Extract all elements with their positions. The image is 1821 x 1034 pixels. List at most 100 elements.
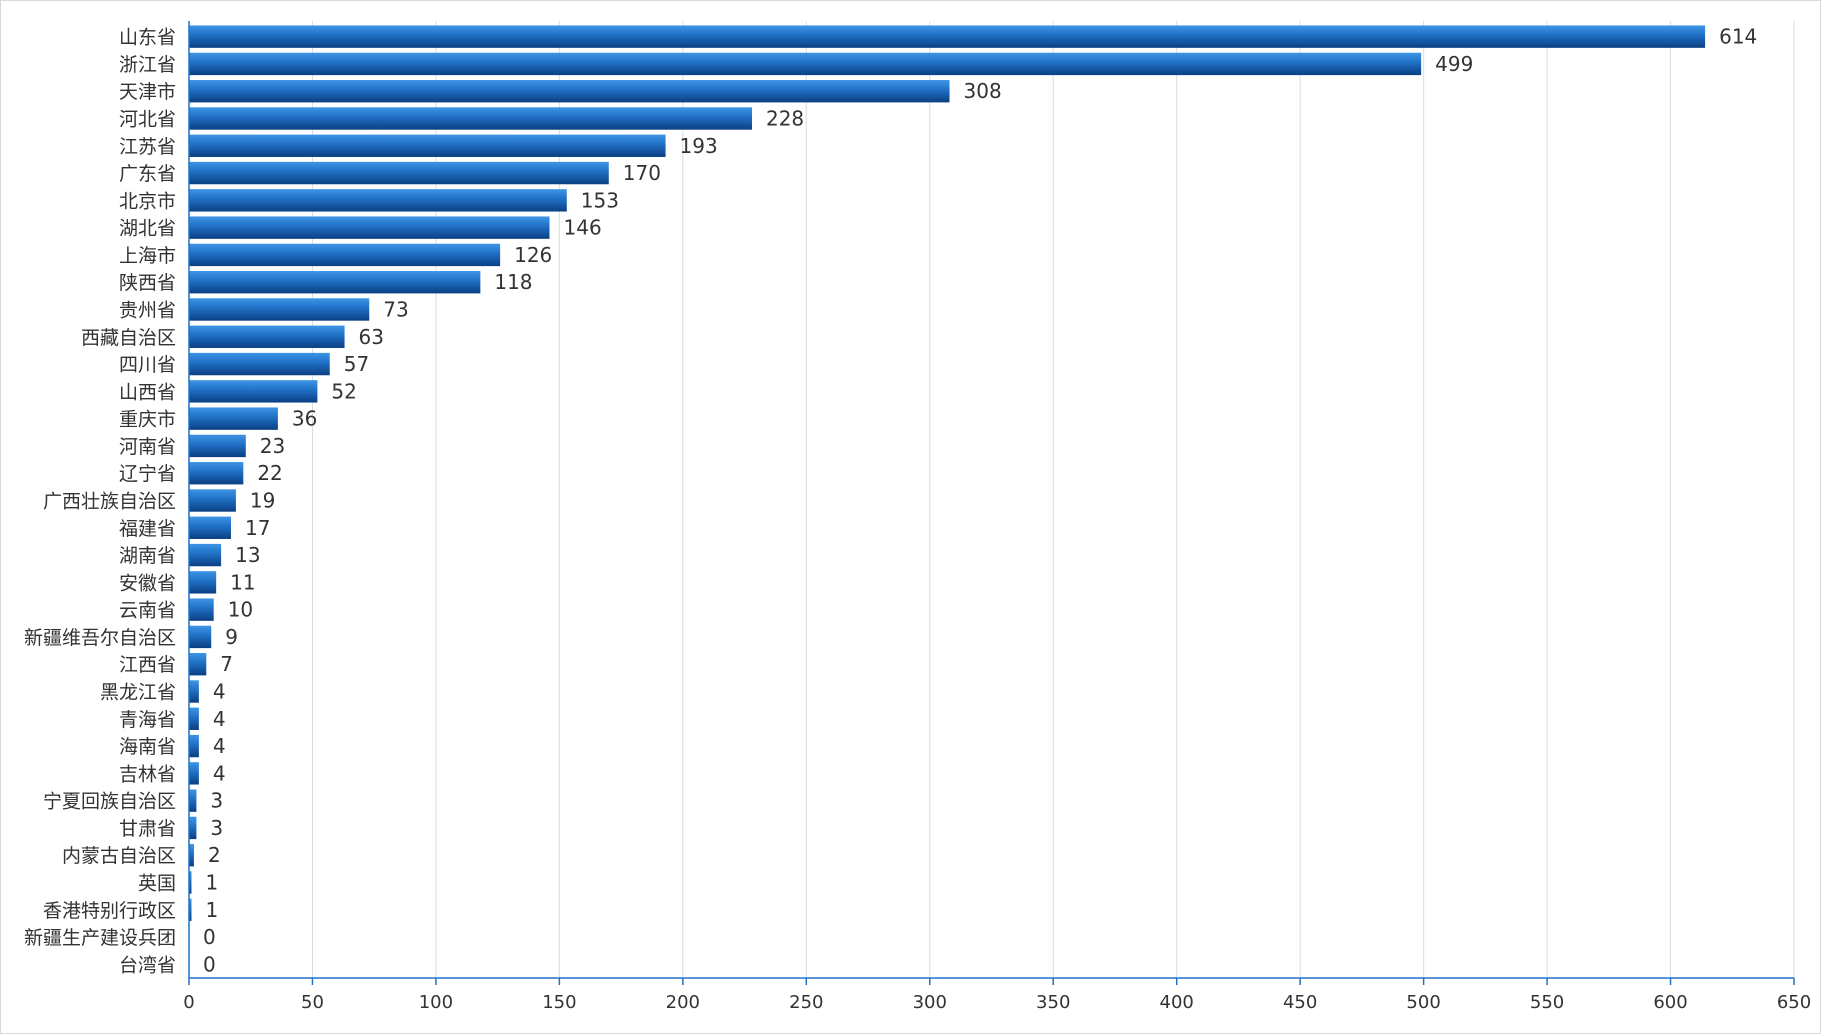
value-label: 2 bbox=[208, 843, 221, 867]
bar bbox=[189, 462, 244, 485]
x-tick-label: 350 bbox=[1036, 992, 1070, 1013]
category-label: 福建省 bbox=[119, 518, 176, 540]
category-label: 台湾省 bbox=[119, 954, 176, 976]
bar bbox=[189, 271, 481, 294]
category-label: 河南省 bbox=[119, 436, 176, 458]
bar bbox=[189, 625, 212, 649]
bar bbox=[189, 189, 567, 212]
value-label: 193 bbox=[680, 134, 718, 158]
bar bbox=[189, 898, 192, 921]
category-label: 宁夏回族自治区 bbox=[43, 791, 176, 813]
value-label: 4 bbox=[213, 761, 226, 785]
value-label: 10 bbox=[228, 598, 253, 622]
value-label: 126 bbox=[514, 243, 552, 267]
category-label: 香港特别行政区 bbox=[43, 900, 176, 922]
bar bbox=[189, 734, 199, 758]
category-label: 黑龙江省 bbox=[100, 682, 176, 704]
category-label: 海南省 bbox=[119, 736, 176, 758]
value-label: 22 bbox=[257, 461, 282, 485]
value-label: 146 bbox=[564, 216, 602, 240]
bar bbox=[189, 107, 752, 130]
bar bbox=[189, 844, 194, 867]
bar bbox=[189, 816, 197, 840]
category-label: 安徽省 bbox=[119, 572, 176, 594]
bar bbox=[189, 598, 214, 621]
category-label: 山西省 bbox=[119, 381, 176, 403]
bar bbox=[189, 762, 199, 785]
category-label: 山东省 bbox=[119, 27, 176, 49]
bar bbox=[189, 680, 199, 703]
value-label: 170 bbox=[623, 161, 661, 185]
category-label: 陕西省 bbox=[119, 272, 176, 294]
bar bbox=[189, 325, 345, 348]
bars bbox=[189, 25, 1706, 921]
category-label: 辽宁省 bbox=[119, 463, 176, 485]
value-label: 118 bbox=[494, 270, 532, 294]
value-label: 3 bbox=[210, 789, 223, 813]
category-label: 河北省 bbox=[119, 109, 176, 131]
bar bbox=[189, 243, 501, 267]
x-tick-label: 0 bbox=[183, 992, 194, 1013]
value-label: 4 bbox=[213, 680, 226, 704]
x-axis: 0 50 100 150 200 250 300 350 400 450 500 550 600 650 bbox=[183, 21, 1811, 1013]
x-tick-label: 200 bbox=[666, 992, 700, 1013]
category-label: 内蒙古自治区 bbox=[62, 845, 176, 867]
bar bbox=[189, 134, 666, 157]
value-label: 63 bbox=[359, 325, 384, 349]
value-label: 228 bbox=[766, 107, 804, 131]
bar bbox=[189, 216, 550, 239]
x-tick-label: 250 bbox=[789, 992, 823, 1013]
bar bbox=[189, 298, 370, 321]
value-label: 23 bbox=[260, 434, 285, 458]
category-label: 江西省 bbox=[119, 654, 176, 676]
value-label: 11 bbox=[230, 570, 255, 594]
x-tick-label: 100 bbox=[419, 992, 453, 1013]
value-label: 7 bbox=[220, 652, 233, 676]
value-label: 1 bbox=[205, 898, 218, 922]
category-label: 英国 bbox=[138, 873, 176, 895]
category-label: 四川省 bbox=[119, 354, 176, 376]
category-label: 天津市 bbox=[119, 81, 176, 103]
bar bbox=[189, 407, 278, 430]
value-label: 52 bbox=[331, 379, 356, 403]
value-label: 4 bbox=[213, 707, 226, 731]
value-label: 614 bbox=[1719, 25, 1757, 49]
category-label: 北京市 bbox=[119, 190, 176, 212]
x-tick-label: 650 bbox=[1777, 992, 1811, 1013]
category-label: 甘肃省 bbox=[119, 818, 176, 840]
x-tick-label: 550 bbox=[1530, 992, 1564, 1013]
bar bbox=[189, 352, 330, 376]
category-label: 新疆生产建设兵团 bbox=[24, 927, 176, 949]
x-tick-label: 150 bbox=[542, 992, 576, 1013]
category-label: 江苏省 bbox=[119, 136, 176, 158]
category-label: 广西壮族自治区 bbox=[43, 491, 176, 513]
category-label: 上海市 bbox=[119, 245, 176, 267]
category-label: 西藏自治区 bbox=[81, 327, 176, 349]
value-label: 17 bbox=[245, 516, 270, 540]
value-label: 4 bbox=[213, 734, 226, 758]
x-tick-label: 450 bbox=[1283, 992, 1317, 1013]
bar bbox=[189, 707, 199, 730]
category-label: 青海省 bbox=[119, 709, 176, 731]
bar bbox=[189, 25, 1706, 48]
value-label: 308 bbox=[964, 79, 1002, 103]
value-label: 0 bbox=[203, 925, 216, 949]
category-label: 新疆维吾尔自治区 bbox=[24, 627, 176, 649]
category-label: 广东省 bbox=[119, 163, 176, 185]
bar bbox=[189, 871, 192, 894]
value-label: 9 bbox=[225, 625, 238, 649]
value-label: 0 bbox=[203, 952, 216, 976]
value-label: 3 bbox=[210, 816, 223, 840]
category-label: 湖北省 bbox=[119, 218, 176, 240]
value-label: 73 bbox=[383, 298, 408, 322]
bar bbox=[189, 161, 609, 185]
bar bbox=[189, 571, 217, 594]
x-tick-label: 600 bbox=[1653, 992, 1687, 1013]
category-label: 湖南省 bbox=[119, 545, 176, 567]
category-label: 浙江省 bbox=[119, 54, 176, 76]
category-label: 重庆市 bbox=[119, 409, 176, 431]
category-label: 云南省 bbox=[119, 600, 176, 622]
